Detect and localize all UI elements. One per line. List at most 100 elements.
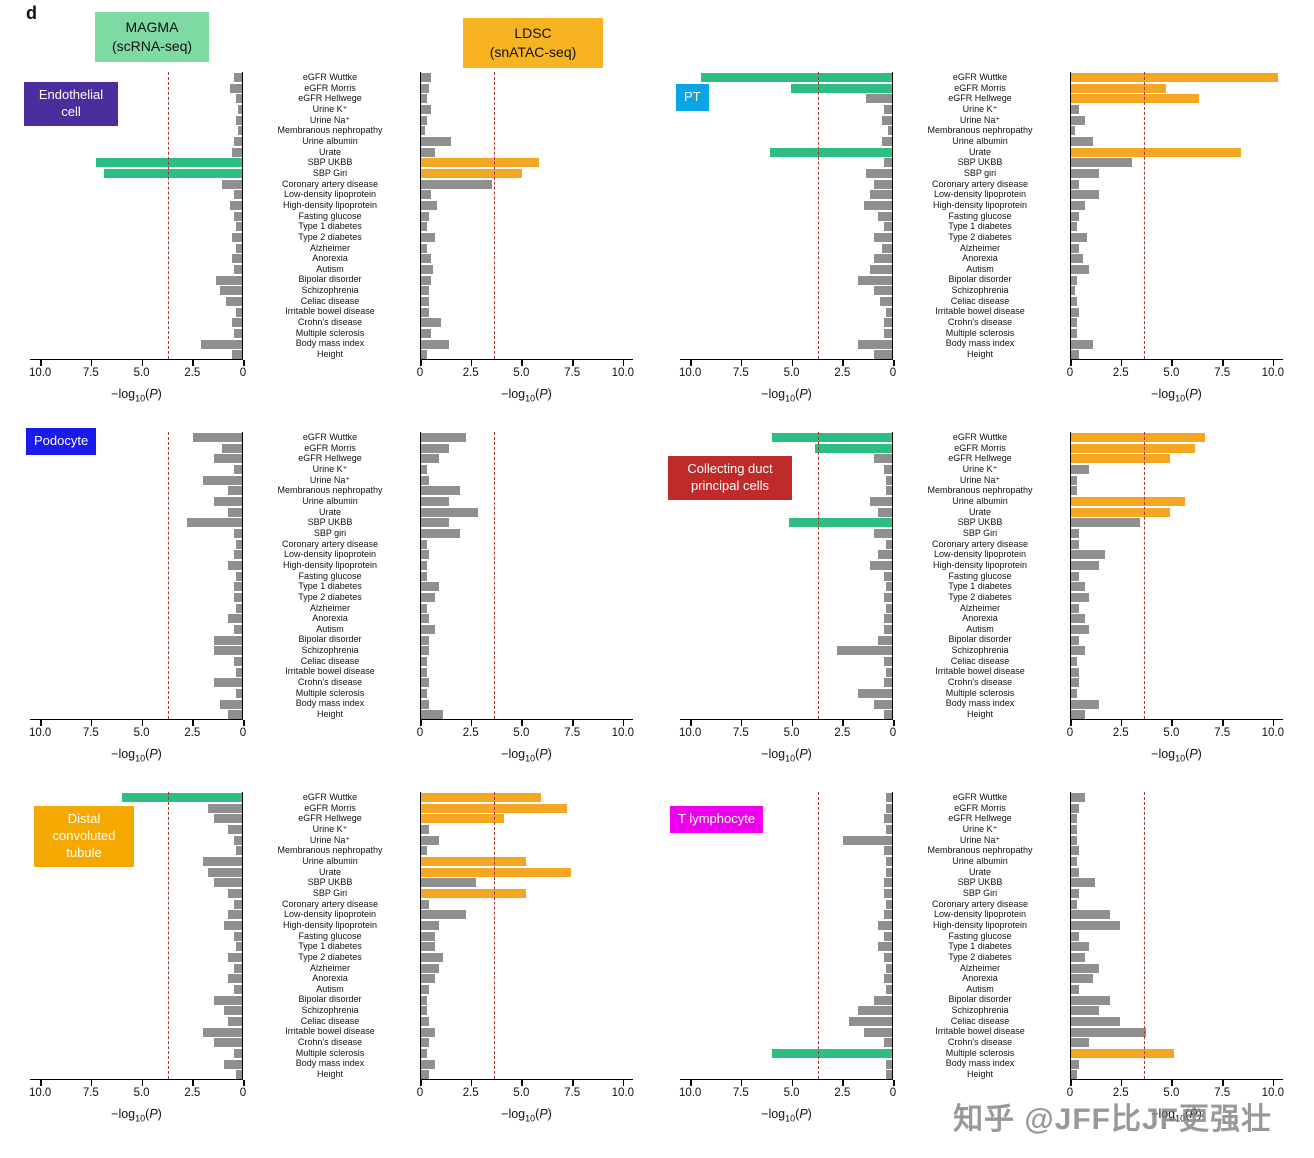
bar: [1071, 803, 1080, 813]
bar: [1071, 243, 1080, 253]
bar: [883, 910, 892, 920]
bar: [883, 318, 892, 328]
magma-header-line2: (scRNA-seq): [111, 37, 193, 54]
trait-label: Multiple sclerosis: [945, 1047, 1015, 1058]
trait-label: Autism: [966, 983, 994, 994]
trait-label: Membranous nephropathy: [927, 125, 1033, 136]
bar: [1071, 222, 1078, 232]
bar: [421, 603, 428, 613]
bar: [421, 443, 450, 453]
bar: [885, 603, 892, 613]
bar: [1071, 83, 1167, 93]
x-axis-title: −log10(P): [761, 387, 812, 404]
bar: [237, 104, 242, 114]
tick-label: 10.0: [28, 727, 52, 739]
tick-label: 5.0: [783, 727, 800, 739]
x-axis: 0 2.5 5.0 7.5 10.0: [1066, 720, 1285, 744]
bar: [883, 614, 892, 624]
tick-mark: [893, 1080, 895, 1086]
trait-label: Anorexia: [312, 973, 348, 984]
bar: [772, 432, 892, 442]
trait-label: Celiac disease: [950, 295, 1010, 306]
trait-label: Type 2 diabetes: [298, 591, 362, 602]
magma-chart-pt: 0 2.5 5.0 7.5 10.0 −log10(P): [679, 72, 896, 404]
trait-label: Height: [316, 349, 343, 360]
plot-area: [30, 72, 243, 360]
plot-area: [1070, 72, 1283, 360]
bar: [219, 699, 242, 709]
bar: [1071, 656, 1078, 666]
bar: [233, 72, 242, 82]
x-axis: 0 2.5 5.0 7.5 10.0: [679, 1080, 896, 1104]
trait-label: Coronary artery disease: [281, 538, 379, 549]
bar: [1071, 1038, 1090, 1048]
bar: [873, 995, 892, 1005]
bar: [421, 560, 428, 570]
trait-label: Coronary artery disease: [281, 898, 379, 909]
bar: [227, 974, 242, 984]
bar: [421, 539, 428, 549]
trait-label: eGFR Morris: [304, 442, 356, 453]
trait-label: SBP giri: [963, 167, 997, 178]
bar: [877, 920, 892, 930]
trait-label: Autism: [316, 623, 344, 634]
bar: [1071, 592, 1090, 602]
bar: [227, 614, 242, 624]
bar: [421, 158, 539, 168]
bar: [1071, 920, 1120, 930]
tick-label: 10.0: [1261, 727, 1285, 739]
bar: [233, 984, 242, 994]
bar: [883, 678, 892, 688]
trait-label: Bipolar disorder: [298, 634, 362, 645]
tick-mark: [90, 360, 93, 366]
trait-label: eGFR Morris: [954, 442, 1006, 453]
bar: [1071, 454, 1171, 464]
trait-label: Type 1 diabetes: [948, 581, 1012, 592]
trait-label: SBP giri: [313, 527, 347, 538]
trait-label: Urine albumin: [302, 855, 358, 866]
bar: [1071, 115, 1086, 125]
ldsc-chart-endothelial-cell: 0 2.5 5.0 7.5 10.0 −log10(P): [417, 72, 634, 404]
trait-label: eGFR Wuttke: [952, 432, 1008, 442]
bar: [1071, 190, 1100, 200]
bar: [421, 974, 436, 984]
panel-collecting-duct-principal-cells: Collecting duct principal cells 0 2.5 5.0 7.…: [666, 428, 1314, 788]
bar: [235, 688, 242, 698]
bar: [421, 835, 440, 845]
bar: [873, 699, 892, 709]
tick-mark: [622, 360, 625, 366]
trait-labels-column: eGFR Wuttke eGFR Morris eGFR Hellwege Urine…: [894, 72, 1066, 360]
plot-area: [680, 432, 893, 720]
trait-label: Fasting glucose: [298, 570, 362, 581]
x-axis: 0 2.5 5.0 7.5 10.0: [29, 1080, 246, 1104]
bar: [883, 974, 892, 984]
tick-mark: [192, 1080, 194, 1086]
trait-label: Fasting glucose: [298, 930, 362, 941]
bar: [1071, 126, 1076, 136]
trait-label: Celiac disease: [300, 295, 360, 306]
significance-threshold-line: [167, 432, 169, 719]
trait-label: Schizophrenia: [301, 285, 359, 296]
bar: [421, 952, 444, 962]
bar: [881, 136, 892, 146]
cell-type-label: Podocyte: [26, 428, 97, 455]
bar: [213, 635, 242, 645]
trait-label: Alzheimer: [959, 242, 1000, 253]
bar: [421, 878, 476, 888]
bar: [1071, 614, 1086, 624]
tick-label: 0: [1066, 727, 1074, 739]
panel-endothelial-cell: Endothelial cell 0 2.5 5.0 7.5 10.0 −log10(P) e…: [16, 68, 666, 428]
bar: [421, 275, 432, 285]
ldsc-chart-collecting-duct-principal-cells: 0 2.5 5.0 7.5 10.0 −log10(P): [1066, 432, 1285, 764]
bar: [235, 222, 242, 232]
tick-mark: [1070, 360, 1072, 366]
ldsc-header-line2: (snATAC-seq): [489, 43, 577, 60]
significance-threshold-line: [1144, 432, 1146, 719]
bar: [233, 656, 242, 666]
bar: [421, 995, 428, 1005]
bar: [1071, 296, 1078, 306]
tick-label: 10.0: [28, 367, 52, 379]
tick-mark: [470, 360, 473, 366]
tick-label: 2.5: [834, 727, 851, 739]
bar: [233, 464, 242, 474]
